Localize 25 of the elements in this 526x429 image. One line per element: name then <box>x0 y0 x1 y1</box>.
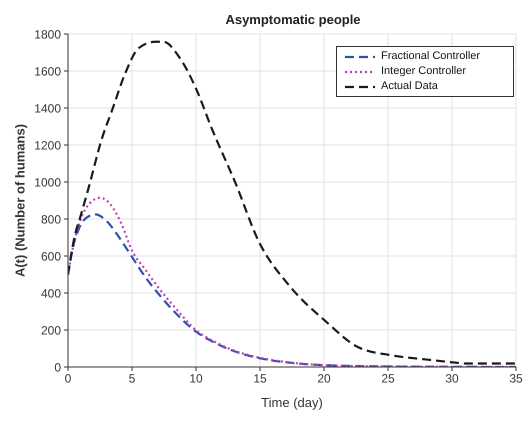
legend-label: Fractional Controller <box>381 49 480 64</box>
legend-label: Actual Data <box>381 79 438 94</box>
x-tick-label: 0 <box>64 372 72 386</box>
chart-title: Asymptomatic people <box>225 12 361 27</box>
x-tick-label: 5 <box>128 372 136 386</box>
x-tick-label: 10 <box>189 372 203 386</box>
y-tick-label: 400 <box>40 286 62 300</box>
y-axis-title: A(t) (Number of humans) <box>12 124 28 278</box>
y-tick-label: 600 <box>40 249 62 264</box>
y-tick-label: 1600 <box>34 64 62 78</box>
y-tick-label: 1400 <box>34 101 62 116</box>
x-tick-label: 15 <box>253 372 267 386</box>
x-axis-title: Time (day) <box>261 395 323 410</box>
y-tick-label: 1000 <box>34 175 62 190</box>
y-tick-label: 1800 <box>34 27 62 42</box>
x-tick-label: 35 <box>509 372 523 386</box>
legend-label: Integer Controller <box>381 64 466 79</box>
y-tick-label: 200 <box>40 323 62 338</box>
x-tick-label: 25 <box>381 372 395 386</box>
line-series <box>68 40 516 365</box>
y-tick-label: 1200 <box>34 138 62 152</box>
y-tick-label: 800 <box>40 212 62 226</box>
x-tick-label: 30 <box>445 372 459 386</box>
x-tick-label: 20 <box>317 372 331 386</box>
y-tick-label: 0 <box>54 360 62 374</box>
